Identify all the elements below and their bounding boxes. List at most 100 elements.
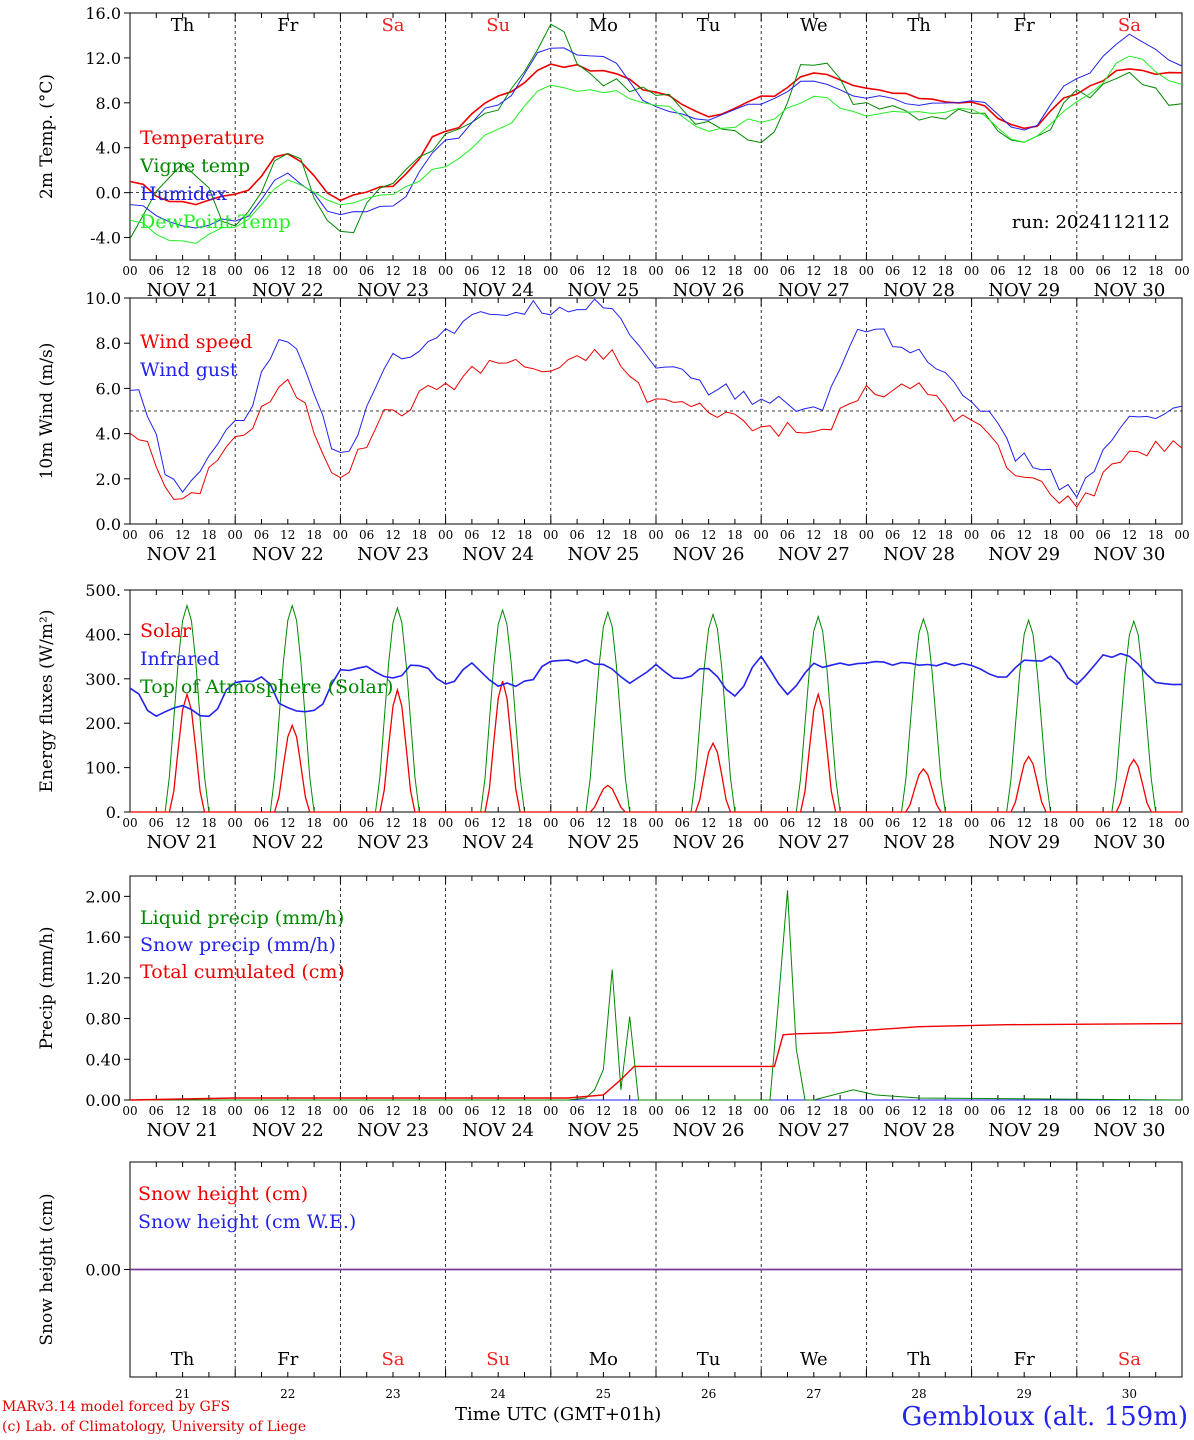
x-hour-label: 18: [412, 816, 427, 830]
day-number: 30: [1122, 1387, 1137, 1401]
day-number: 27: [806, 1387, 821, 1401]
day-label: Sa: [1118, 1349, 1141, 1370]
day-label: Fr: [277, 15, 298, 36]
day-label: Sa: [381, 15, 404, 36]
x-hour-label: 12: [701, 264, 716, 278]
x-date-label: NOV 22: [252, 280, 324, 301]
y-axis-title: 10m Wind (m/s): [37, 343, 57, 480]
x-date-label: NOV 25: [567, 544, 639, 565]
x-hour-label: 00: [648, 528, 663, 542]
y-tick-label: 8.0: [96, 94, 121, 113]
x-date-label: NOV 25: [567, 832, 639, 853]
x-hour-label: 06: [675, 528, 690, 542]
legend-entry: Infrared: [140, 648, 220, 670]
x-hour-label: 18: [1148, 264, 1163, 278]
x-hour-label: 06: [359, 528, 374, 542]
x-hour-label: 06: [464, 264, 479, 278]
x-hour-label: 12: [806, 264, 821, 278]
x-date-label: NOV 22: [252, 832, 324, 853]
x-hour-label: 06: [254, 816, 269, 830]
x-date-label: NOV 30: [1093, 832, 1165, 853]
y-tick-label: 300.: [85, 670, 121, 689]
x-hour-label: 12: [911, 1104, 926, 1118]
day-label: Sa: [1118, 15, 1141, 36]
day-label: Th: [907, 15, 931, 36]
x-date-label: NOV 27: [778, 544, 850, 565]
x-date-label: NOV 30: [1093, 544, 1165, 565]
x-hour-label: 00: [754, 528, 769, 542]
day-number: 22: [280, 1387, 295, 1401]
x-hour-label: 18: [938, 264, 953, 278]
x-hour-label: 18: [832, 528, 847, 542]
x-date-label: NOV 21: [147, 280, 219, 301]
x-hour-label: 12: [1122, 264, 1137, 278]
x-hour-label: 06: [1095, 264, 1110, 278]
x-date-label: NOV 24: [462, 1120, 534, 1141]
x-hour-label: 00: [228, 264, 243, 278]
legend-entry: Wind speed: [140, 331, 252, 353]
x-hour-label: 18: [832, 264, 847, 278]
legend-entry: Wind gust: [140, 359, 238, 381]
day-label: Mo: [589, 1349, 618, 1370]
x-date-label: NOV 26: [673, 1120, 745, 1141]
day-label: Th: [907, 1349, 931, 1370]
x-hour-label: 00: [543, 528, 558, 542]
x-hour-label: 06: [780, 816, 795, 830]
series-line-0: [129, 348, 1183, 509]
x-hour-label: 18: [727, 1104, 742, 1118]
x-hour-label: 06: [254, 1104, 269, 1118]
y-tick-label: 0.: [106, 803, 121, 822]
y-tick-label: 6.0: [96, 379, 121, 398]
x-hour-label: 00: [1174, 1104, 1189, 1118]
x-hour-label: 06: [675, 264, 690, 278]
x-hour-label: 18: [412, 264, 427, 278]
x-hour-label: 18: [832, 1104, 847, 1118]
x-hour-label: 06: [990, 528, 1005, 542]
y-tick-label: 16.0: [85, 4, 121, 23]
panel-1: 16.0 12.0 8.0 4.0 0.0 -4.0 2m Temp. (°C) 00 06 12…: [37, 4, 1190, 301]
x-hour-label: 00: [648, 816, 663, 830]
x-hour-label: 18: [306, 264, 321, 278]
wind-series: Wind speed Wind gust: [129, 298, 1183, 509]
x-hour-label: 00: [754, 816, 769, 830]
x-hour-label: 18: [622, 528, 637, 542]
x-hour-label: 00: [648, 1104, 663, 1118]
x-date-label: NOV 29: [988, 544, 1060, 565]
x-hour-label: 00: [754, 264, 769, 278]
x-hour-label: 12: [701, 1104, 716, 1118]
x-hour-label: 00: [1174, 264, 1189, 278]
x-date-label: NOV 28: [883, 1120, 955, 1141]
x-hour-label: 00: [122, 264, 137, 278]
x-hour-label: 12: [385, 528, 400, 542]
x-hour-label: 12: [806, 1104, 821, 1118]
series-line-3: [129, 55, 1183, 244]
y-tick-label: 0.0: [96, 515, 121, 534]
x-hour-label: 18: [1043, 1104, 1058, 1118]
day-label: Fr: [1014, 1349, 1035, 1370]
x-hour-label: 00: [1069, 264, 1084, 278]
run-label: run: 2024112112: [1012, 212, 1170, 233]
x-hour-label: 06: [254, 264, 269, 278]
station-label: Gembloux (alt. 159m): [901, 1402, 1188, 1432]
x-hour-label: 12: [1122, 816, 1137, 830]
x-hour-label: 18: [622, 1104, 637, 1118]
x-hour-label: 12: [491, 264, 506, 278]
y-tick-label: 2.0: [96, 470, 121, 489]
y-axis-title: Snow height (cm): [37, 1193, 57, 1345]
day-label: Th: [171, 15, 195, 36]
x-hour-label: 00: [754, 1104, 769, 1118]
x-hour-label: 12: [1017, 816, 1032, 830]
x-hour-label: 18: [622, 264, 637, 278]
day-label: Fr: [277, 1349, 298, 1370]
x-hour-label: 06: [780, 1104, 795, 1118]
x-hour-label: 00: [438, 816, 453, 830]
x-hour-label: 12: [280, 1104, 295, 1118]
x-hour-label: 00: [1174, 528, 1189, 542]
x-hour-label: 06: [464, 1104, 479, 1118]
x-hour-label: 00: [964, 1104, 979, 1118]
y-tick-label: 0.00: [85, 1261, 121, 1280]
x-hour-label: 12: [491, 816, 506, 830]
x-date-label: NOV 28: [883, 832, 955, 853]
series-line-1: [129, 298, 1183, 499]
